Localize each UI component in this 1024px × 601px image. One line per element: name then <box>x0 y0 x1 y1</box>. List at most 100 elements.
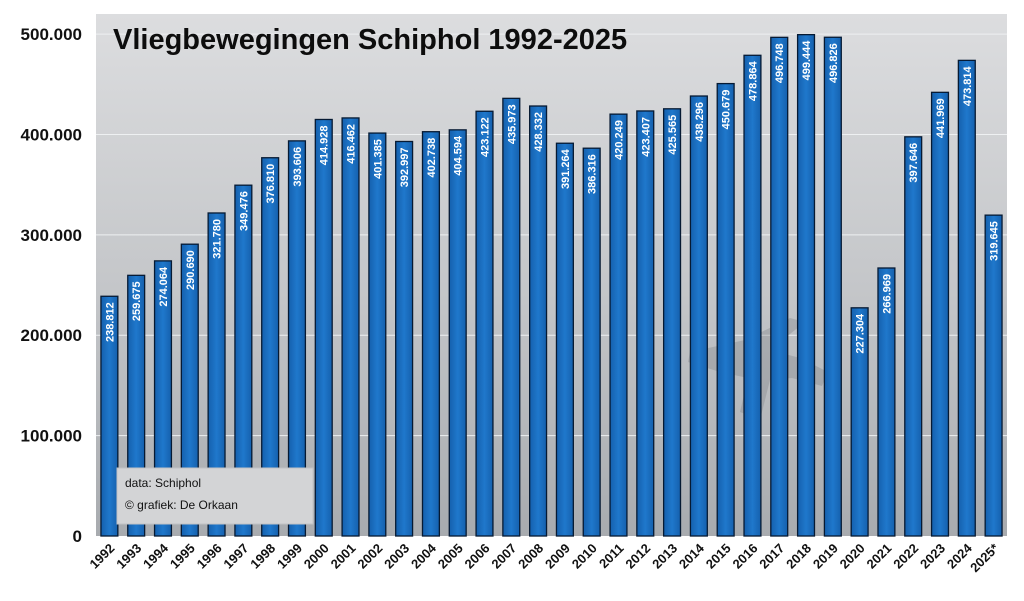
x-tick-label: 1994 <box>140 540 172 572</box>
x-tick-label: 2012 <box>622 541 653 572</box>
bar-value-label: 438.296 <box>694 102 706 142</box>
bar <box>850 307 869 537</box>
y-tick-label: 0 <box>73 527 82 546</box>
bar <box>180 243 199 537</box>
bar-value-label: 227.304 <box>855 313 867 354</box>
y-tick-label: 300.000 <box>21 226 82 245</box>
y-axis: 0 100.000 200.000 300.000 400.000 500.000 <box>21 25 82 546</box>
bar <box>395 140 414 537</box>
bar <box>314 118 333 537</box>
x-tick-label: 2000 <box>301 541 332 572</box>
bar-value-label: 321.780 <box>212 219 224 259</box>
bar <box>287 140 307 537</box>
bar <box>234 184 253 537</box>
bar <box>796 33 816 537</box>
x-tick-label: 1992 <box>86 541 117 572</box>
x-tick-label: 2022 <box>890 541 921 572</box>
y-tick-label: 500.000 <box>21 25 82 44</box>
bar-value-label: 420.249 <box>613 120 625 160</box>
x-tick-label: 2011 <box>596 541 627 572</box>
x-tick-label: 2015 <box>703 541 734 572</box>
bar-value-label: 499.444 <box>801 40 813 81</box>
bar-value-label: 441.969 <box>935 98 947 138</box>
bar-value-label: 473.814 <box>962 65 974 106</box>
x-tick-label: 2023 <box>917 541 948 572</box>
credits-data-source: data: Schiphol <box>125 476 201 490</box>
x-tick-label: 1999 <box>274 541 305 572</box>
bar-value-label: 450.679 <box>721 90 733 130</box>
bar <box>904 136 923 537</box>
bar-value-label: 266.969 <box>881 274 893 314</box>
bar-value-label: 414.928 <box>319 125 331 165</box>
x-tick-label: 2013 <box>649 541 680 572</box>
bar <box>662 108 682 537</box>
x-tick-label: 2006 <box>462 541 493 572</box>
bar <box>877 267 896 537</box>
bar-value-label: 386.316 <box>587 154 599 194</box>
bar <box>957 59 976 537</box>
x-axis: 1992199319941995199619971998199920002001… <box>86 540 1002 575</box>
x-tick-label: 1997 <box>220 541 251 572</box>
bar-value-label: 496.748 <box>774 43 786 83</box>
bar <box>368 132 387 537</box>
x-tick-label: 2004 <box>408 540 440 572</box>
x-tick-label: 2020 <box>837 541 868 572</box>
bar <box>100 295 119 537</box>
bar-value-label: 435.973 <box>506 104 518 144</box>
x-tick-label: 1996 <box>194 541 225 572</box>
bar <box>261 157 280 537</box>
bar-value-label: 416.462 <box>346 124 358 164</box>
x-tick-label: 2021 <box>863 541 894 572</box>
bar <box>555 142 574 537</box>
credits-author: © grafiek: De Orkaan <box>125 498 238 512</box>
bar <box>153 260 173 537</box>
x-tick-label: 2016 <box>730 541 761 572</box>
bar <box>341 117 360 537</box>
bar-value-label: 391.264 <box>560 148 572 189</box>
bar-value-label: 397.646 <box>908 143 920 183</box>
bar-value-label: 478.864 <box>747 60 759 101</box>
bar-value-label: 423.122 <box>480 117 492 157</box>
x-tick-label: 2025* <box>967 540 1002 575</box>
x-tick-label: 2008 <box>515 541 546 572</box>
bar <box>529 105 548 537</box>
x-tick-label: 2007 <box>488 541 519 572</box>
y-tick-label: 400.000 <box>21 125 82 144</box>
bar-value-label: 428.332 <box>533 112 545 152</box>
bar <box>475 110 494 537</box>
bar-value-label: 401.385 <box>372 139 384 179</box>
x-tick-label: 1995 <box>167 541 198 572</box>
x-tick-label: 2014 <box>676 540 708 572</box>
chart-title: Vliegbewegingen Schiphol 1992-2025 <box>113 24 627 56</box>
bar-value-label: 349.476 <box>238 191 250 231</box>
bar-value-label: 274.064 <box>158 266 170 307</box>
x-tick-label: 1998 <box>247 541 278 572</box>
x-tick-label: 2009 <box>542 541 573 572</box>
bar <box>743 54 762 537</box>
bar-value-label: 290.690 <box>185 250 197 290</box>
bar <box>609 113 628 537</box>
bar-value-label: 402.738 <box>426 138 438 178</box>
x-tick-label: 2010 <box>569 541 600 572</box>
bar <box>502 97 521 537</box>
y-tick-label: 200.000 <box>21 326 82 345</box>
bar <box>823 36 842 537</box>
x-tick-label: 2019 <box>810 541 841 572</box>
bar-value-label: 393.606 <box>292 147 304 187</box>
bar <box>448 129 467 537</box>
credits-box: data: Schiphol © grafiek: De Orkaan <box>116 467 314 525</box>
bar-value-label: 423.407 <box>640 117 652 157</box>
x-tick-label: 2001 <box>328 541 359 572</box>
bar <box>984 214 1003 537</box>
x-tick-label: 1993 <box>113 541 144 572</box>
x-tick-label: 2018 <box>783 541 814 572</box>
bar <box>421 131 441 537</box>
bar-value-label: 238.812 <box>104 302 116 342</box>
bar <box>930 91 950 537</box>
bar-value-label: 319.645 <box>989 221 1001 261</box>
x-tick-label: 2002 <box>354 541 385 572</box>
x-tick-label: 2005 <box>435 541 466 572</box>
bar <box>716 82 735 537</box>
